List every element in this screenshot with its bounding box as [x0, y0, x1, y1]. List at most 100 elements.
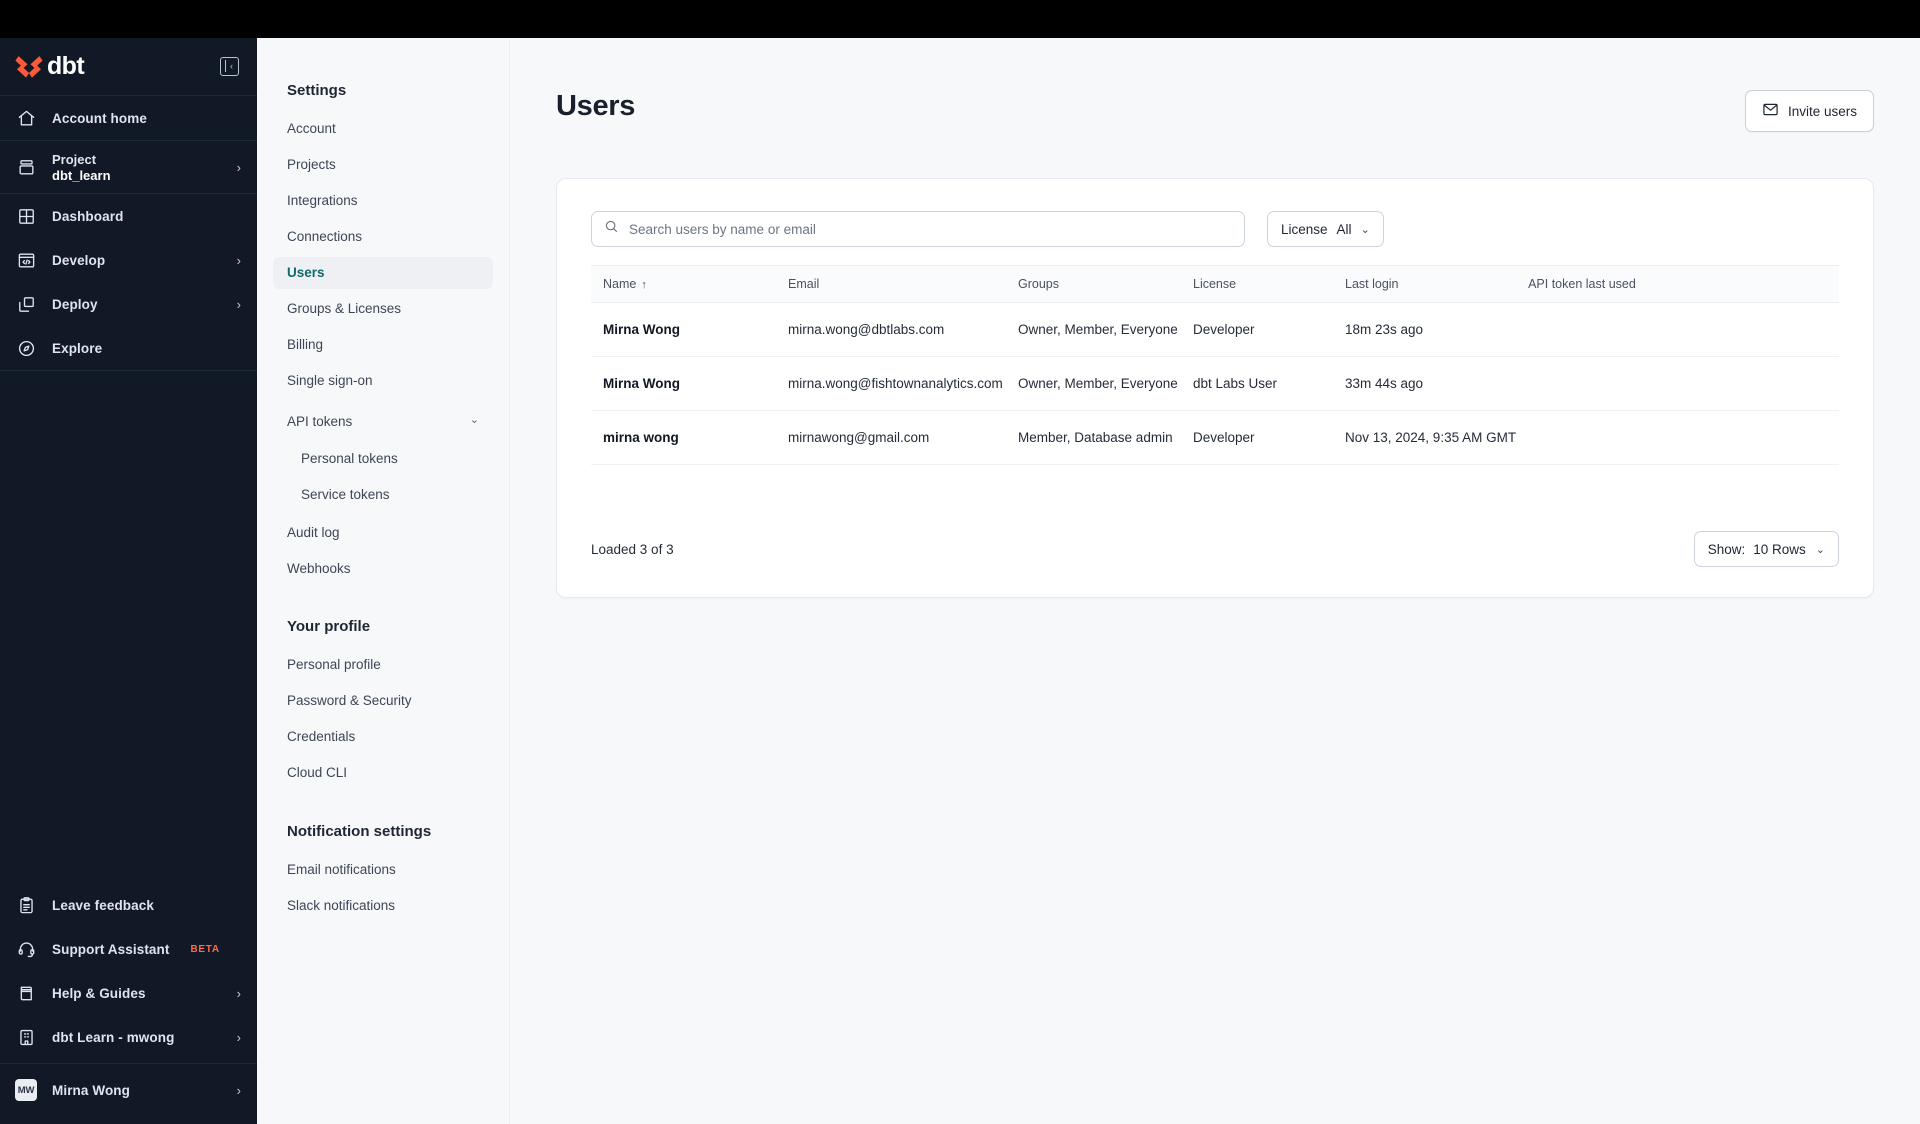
collapse-sidebar-icon[interactable]: ‹: [220, 57, 239, 76]
notification-heading: Notification settings: [287, 822, 432, 840]
table-row[interactable]: Mirna Wong mirna.wong@fishtownanalytics.…: [591, 356, 1839, 411]
sidebar-item-label: Dashboard: [52, 208, 124, 224]
settings-nav-item-api-tokens[interactable]: API tokens ⌄: [273, 406, 493, 438]
settings-nav-item-connections[interactable]: Connections: [273, 221, 493, 253]
sidebar-item-account-home[interactable]: Account home: [0, 96, 257, 140]
sidebar-project-label: Project: [52, 151, 97, 167]
dbt-logo[interactable]: dbt: [14, 52, 85, 80]
sidebar-item-explore[interactable]: Explore: [0, 326, 257, 370]
settings-nav-item-service-tokens[interactable]: Service tokens: [273, 479, 493, 511]
search-users-box[interactable]: [591, 211, 1245, 247]
settings-nav-label: Groups & Licenses: [287, 301, 402, 316]
sidebar-item-develop[interactable]: Develop ›: [0, 238, 257, 282]
settings-nav-item-groups-licenses[interactable]: Groups & Licenses: [273, 293, 493, 325]
sidebar-section-nav: Dashboard Develop › Deploy ›: [0, 194, 257, 371]
sidebar-item-deploy[interactable]: Deploy ›: [0, 282, 257, 326]
cell-name: mirna wong: [591, 410, 776, 465]
settings-nav-item-slack-notifications[interactable]: Slack notifications: [273, 890, 493, 922]
settings-nav-item-email-notifications[interactable]: Email notifications: [273, 854, 493, 886]
settings-nav-item-integrations[interactable]: Integrations: [273, 185, 493, 217]
cell-name: Mirna Wong: [591, 356, 776, 411]
sidebar-item-label: Deploy: [52, 296, 98, 312]
dbt-logo-mark: [15, 55, 43, 78]
column-header-groups[interactable]: Groups: [1006, 265, 1181, 303]
settings-nav-item-personal-profile[interactable]: Personal profile: [273, 649, 493, 681]
settings-nav-item-account[interactable]: Account: [273, 113, 493, 145]
settings-nav-item-password-security[interactable]: Password & Security: [273, 685, 493, 717]
column-header-api-token-last-used[interactable]: API token last used: [1516, 265, 1839, 303]
chevron-right-icon: ›: [236, 1029, 241, 1045]
code-icon: [14, 251, 38, 270]
table-row[interactable]: Mirna Wong mirna.wong@dbtlabs.com Owner,…: [591, 302, 1839, 357]
dbt-logo-text: dbt: [47, 52, 85, 80]
column-header-license[interactable]: License: [1181, 265, 1333, 303]
column-label: Last login: [1345, 277, 1399, 291]
page-title: Users: [556, 90, 636, 122]
search-input[interactable]: [629, 221, 1232, 237]
sidebar-item-account-user[interactable]: MW Mirna Wong ›: [0, 1068, 257, 1112]
sidebar-item-project[interactable]: Project dbt_learn ›: [0, 141, 257, 193]
settings-nav-label: Single sign-on: [287, 373, 373, 388]
settings-nav-item-webhooks[interactable]: Webhooks: [273, 553, 493, 585]
sidebar-item-dbt-learn[interactable]: dbt Learn - mwong ›: [0, 1015, 257, 1059]
sidebar-item-label: Account home: [52, 110, 147, 126]
settings-nav-item-billing[interactable]: Billing: [273, 329, 493, 361]
settings-nav-item-single-sign-on[interactable]: Single sign-on: [273, 365, 493, 397]
chevron-right-icon: ›: [236, 985, 241, 1001]
settings-nav-label: Personal profile: [287, 657, 381, 672]
users-table-body: Mirna Wong mirna.wong@dbtlabs.com Owner,…: [591, 302, 1839, 465]
home-icon: [14, 109, 38, 128]
sidebar-item-support-assistant[interactable]: Support Assistant BETA: [0, 927, 257, 971]
main-content: Users Invite users License All: [510, 38, 1920, 1124]
chevron-down-icon: ⌄: [1360, 223, 1370, 236]
cell-license: Developer: [1181, 302, 1333, 357]
users-table-head: Name ↑ Email Groups License Last login AP…: [591, 265, 1839, 303]
sidebar-spacer: [0, 371, 257, 883]
column-header-name[interactable]: Name ↑: [591, 265, 776, 303]
invite-users-label: Invite users: [1787, 103, 1857, 119]
rows-per-page-dropdown[interactable]: Show: 10 Rows ⌄: [1693, 531, 1839, 567]
settings-nav-label: API tokens: [287, 413, 353, 429]
table-row[interactable]: mirna wong mirnawong@gmail.com Member, D…: [591, 410, 1839, 465]
settings-nav-item-cloud-cli[interactable]: Cloud CLI: [273, 757, 493, 789]
sidebar-item-label: Support Assistant: [52, 941, 170, 957]
column-header-email[interactable]: Email: [776, 265, 1006, 303]
settings-nav-label: Audit log: [287, 524, 340, 540]
cell-email: mirna.wong@fishtownanalytics.com: [776, 356, 1006, 411]
sidebar-item-dashboard[interactable]: Dashboard: [0, 194, 257, 238]
settings-nav-item-credentials[interactable]: Credentials: [273, 721, 493, 753]
compass-icon: [14, 339, 38, 358]
table-header-row: Name ↑ Email Groups License Last login AP…: [591, 265, 1839, 303]
license-filter-label: License: [1281, 221, 1328, 237]
column-header-last-login[interactable]: Last login: [1333, 265, 1517, 303]
invite-users-button[interactable]: Invite users: [1744, 90, 1874, 132]
chevron-right-icon: ›: [236, 159, 241, 175]
avatar-initials: MW: [15, 1079, 37, 1101]
primary-sidebar: dbt ‹ Account home Project dbt_learn: [0, 38, 257, 1124]
sidebar-item-label: Explore: [52, 340, 103, 356]
sidebar-item-help-guides[interactable]: Help & Guides ›: [0, 971, 257, 1015]
column-label: License: [1193, 277, 1237, 291]
cell-api-token-last-used: [1516, 356, 1839, 411]
users-table: Name ↑ Email Groups License Last login AP…: [591, 265, 1839, 465]
sidebar-item-leave-feedback[interactable]: Leave feedback: [0, 883, 257, 927]
settings-nav-item-projects[interactable]: Projects: [273, 149, 493, 181]
settings-nav-item-personal-tokens[interactable]: Personal tokens: [273, 443, 493, 475]
settings-nav-item-users[interactable]: Users: [273, 257, 493, 289]
license-filter-dropdown[interactable]: License All ⌄: [1267, 211, 1384, 247]
settings-nav-label: Billing: [287, 337, 324, 352]
page-header: Users Invite users: [556, 90, 1874, 132]
settings-nav-item-audit-log[interactable]: Audit log: [273, 517, 493, 549]
cell-api-token-last-used: [1516, 302, 1839, 357]
users-toolbar: License All ⌄: [591, 211, 1839, 247]
settings-nav-label: Account: [287, 121, 336, 136]
cell-last-login: Nov 13, 2024, 9:35 AM GMT: [1333, 410, 1517, 465]
settings-nav-label: Users: [287, 265, 325, 280]
clipboard-icon: [14, 896, 38, 915]
sidebar-account-name: Mirna Wong: [52, 1082, 130, 1098]
cell-license: Developer: [1181, 410, 1333, 465]
users-card: License All ⌄ Name ↑ Email Groups License…: [556, 178, 1874, 598]
settings-nav-label: Projects: [287, 157, 336, 172]
sidebar-item-label: Develop: [52, 252, 106, 268]
app-shell: dbt ‹ Account home Project dbt_learn: [0, 38, 1920, 1124]
